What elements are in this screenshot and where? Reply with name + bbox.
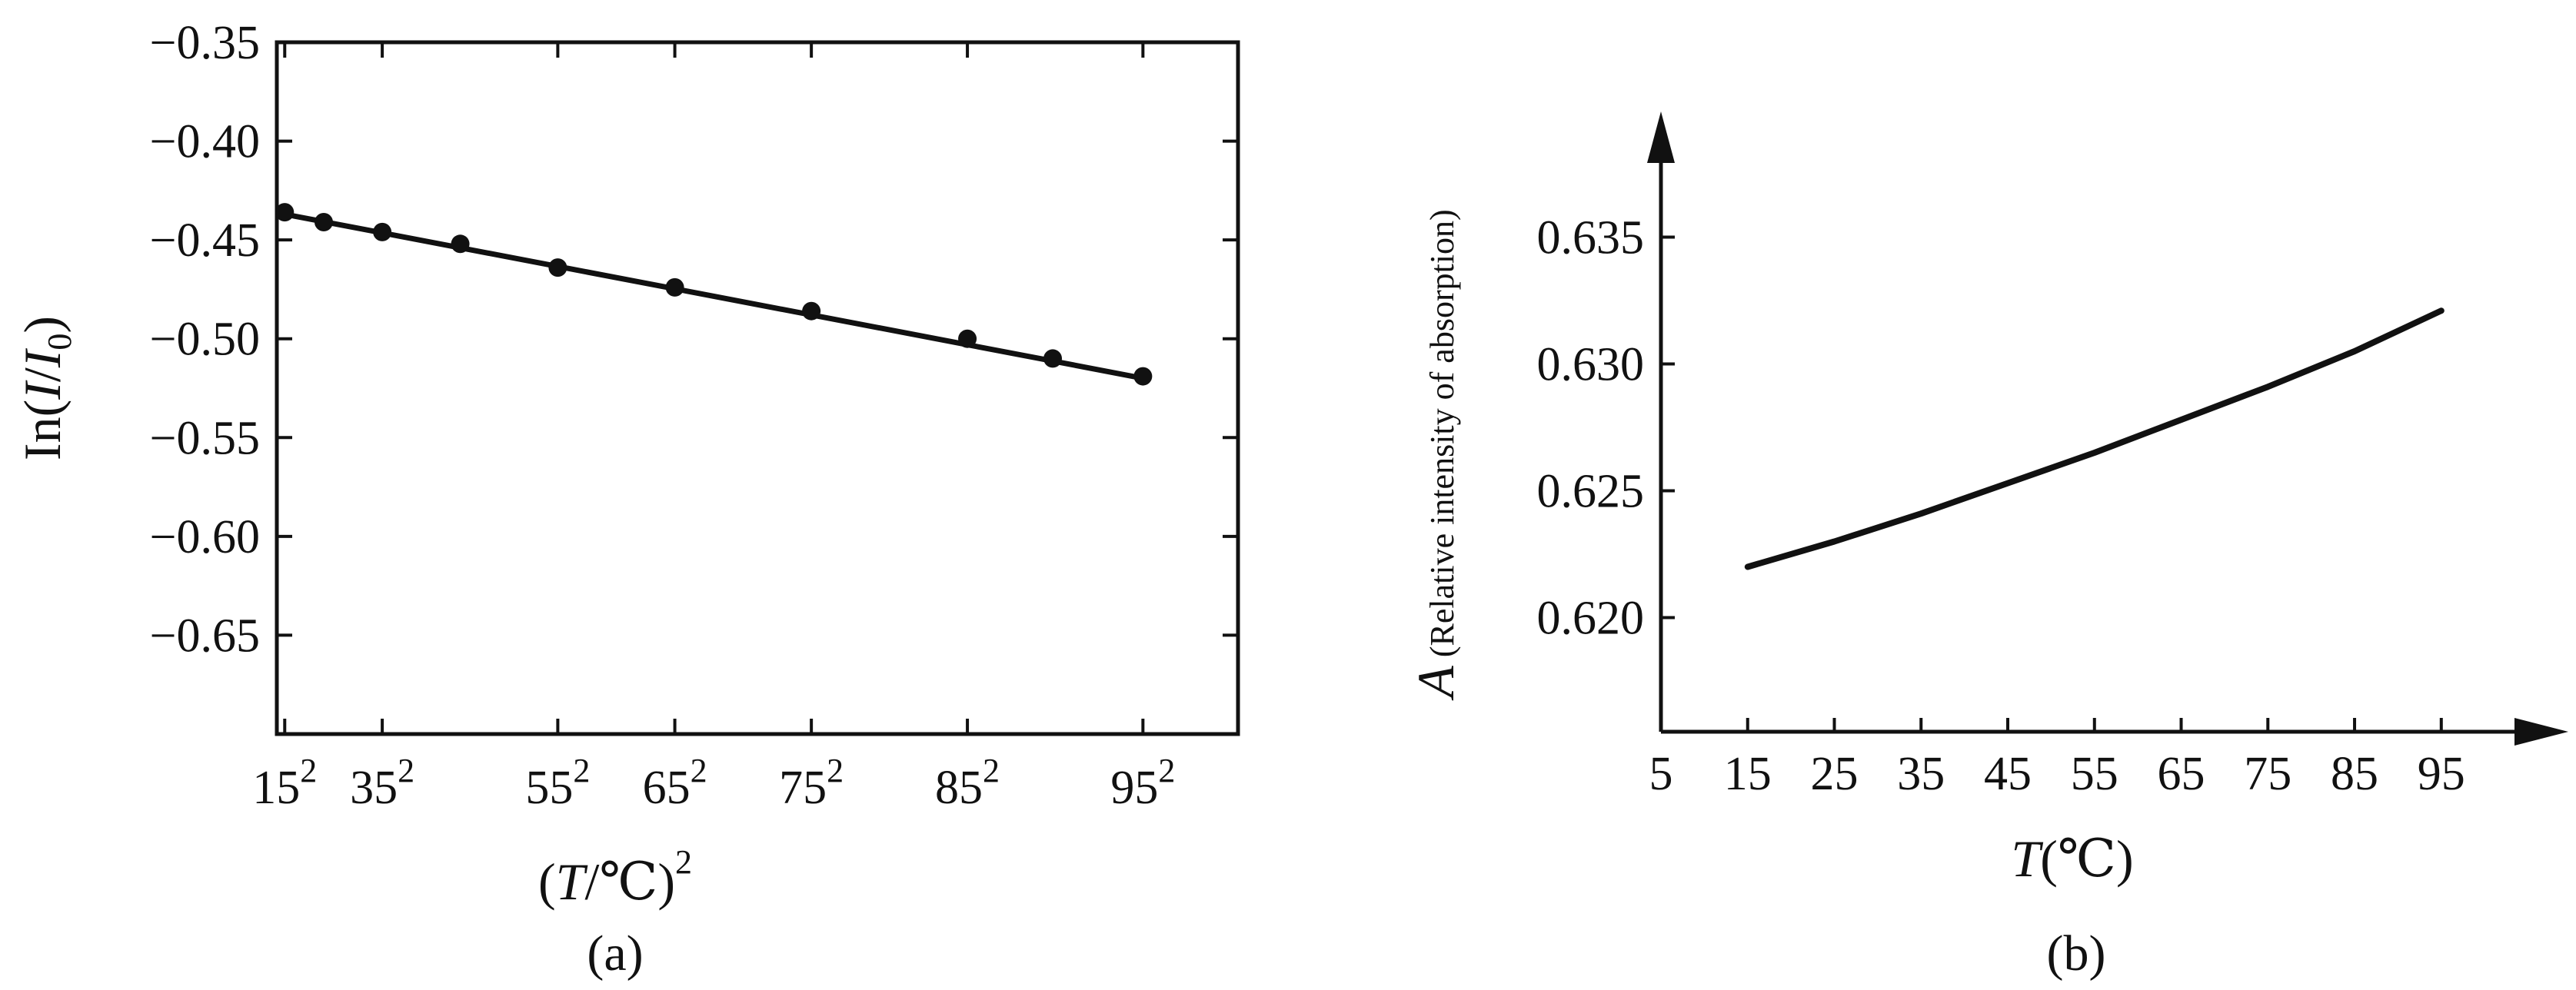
y-label-var2: I	[13, 347, 72, 368]
x-tick-label-a: 152	[252, 752, 317, 814]
x-label-var-b: T	[2011, 829, 2043, 888]
y-tick-label-a: −0.50	[150, 314, 260, 366]
x-label-unit-b: (℃)	[2040, 829, 2133, 888]
data-point-a	[802, 301, 821, 321]
x-tick-base: 35	[350, 762, 398, 814]
y-label-var1: I	[13, 380, 72, 400]
y-axis-label-a: In(I/I0)	[13, 316, 78, 460]
fit-line-a	[284, 211, 1144, 381]
chart-panel-b: 5 15 25 35 45 55 65 75 85 95 0.620 0.625 0.630 0.635 T…	[1406, 111, 2568, 982]
x-tick-label-b: 35	[1897, 748, 1945, 800]
y-axis-arrow-icon	[1647, 111, 1675, 163]
x-tick-exponent: 2	[300, 752, 317, 789]
data-point-a	[548, 258, 567, 277]
x-label-unit: /℃)	[584, 852, 675, 911]
x-tick-exponent: 2	[1158, 752, 1175, 789]
x-tick-base: 55	[525, 762, 573, 814]
y-tick-label-b: 0.625	[1537, 466, 1645, 518]
data-point-a	[275, 203, 295, 222]
data-point-a	[373, 222, 392, 241]
x-tick-label-b: 75	[2244, 748, 2291, 800]
data-point-a	[665, 277, 684, 297]
y-tick-label-b: 0.630	[1537, 339, 1645, 391]
y-tick-label-a: −0.45	[150, 214, 260, 267]
y-tick-label-a: −0.65	[150, 610, 260, 662]
x-tick-base: 65	[643, 762, 691, 814]
y-label-suffix: )	[13, 316, 72, 334]
x-tick-label-a: 552	[525, 752, 590, 814]
x-label-var: T	[556, 852, 588, 911]
x-tick-label-a: 852	[935, 752, 1000, 814]
x-tick-label-b: 55	[2071, 748, 2118, 800]
y-label-prefix: In(	[13, 400, 72, 460]
x-tick-label-b: 25	[1811, 748, 1859, 800]
x-tick-label-a: 352	[350, 752, 414, 814]
x-tick-label-b: 45	[1984, 748, 2032, 800]
y-label-var-b: A	[1406, 666, 1465, 701]
y-label-slash: /	[13, 367, 72, 382]
data-point-a	[1133, 367, 1153, 386]
x-tick-exponent: 2	[983, 752, 1000, 789]
x-tick-base: 95	[1110, 762, 1158, 814]
series-line-b	[1744, 307, 2445, 570]
x-tick-exponent: 2	[827, 752, 844, 789]
y-label-subscript: 0	[41, 334, 78, 350]
x-tick-base: 85	[935, 762, 983, 814]
x-tick-label-b: 95	[2418, 748, 2465, 800]
x-tick-label-b: 5	[1649, 748, 1673, 800]
x-tick-exponent: 2	[691, 752, 707, 789]
y-label-desc-b: (Relative intensity of absorption)	[1423, 209, 1461, 666]
x-label-open: (	[538, 852, 556, 911]
data-point-a	[958, 329, 977, 348]
x-axis-label-a: (T/℃)2	[538, 843, 692, 911]
y-tick-label-a: −0.35	[150, 17, 260, 69]
caption-b: (b)	[2047, 925, 2106, 982]
y-tick-label-a: −0.60	[150, 511, 260, 563]
x-tick-base: 75	[779, 762, 827, 814]
x-label-exponent: 2	[675, 843, 692, 881]
x-tick-exponent: 2	[573, 752, 590, 789]
plot-frame-a	[275, 40, 1240, 736]
x-axis-arrow-icon	[2514, 718, 2568, 746]
x-tick-label-a: 652	[643, 752, 707, 814]
x-tick-label-b: 85	[2331, 748, 2378, 800]
caption-a: (a)	[587, 925, 643, 982]
x-tick-exponent: 2	[398, 752, 414, 789]
x-axis-label-b: T(℃)	[2011, 829, 2133, 888]
x-tick-label-b: 15	[1724, 748, 1772, 800]
data-point-a	[451, 234, 470, 254]
x-tick-label-a: 752	[779, 752, 844, 814]
x-tick-label-a: 952	[1110, 752, 1175, 814]
y-tick-label-b: 0.620	[1537, 593, 1645, 645]
y-tick-label-a: −0.40	[150, 116, 260, 168]
x-tick-base: 15	[252, 762, 300, 814]
data-point-a	[315, 213, 334, 231]
y-axis-label-b: A (Relative intensity of absorption)	[1406, 209, 1465, 700]
y-tick-label-a: −0.55	[150, 412, 260, 464]
x-tick-label-b: 65	[2158, 748, 2205, 800]
y-tick-label-b: 0.635	[1537, 212, 1645, 264]
data-point-a	[1043, 349, 1063, 368]
